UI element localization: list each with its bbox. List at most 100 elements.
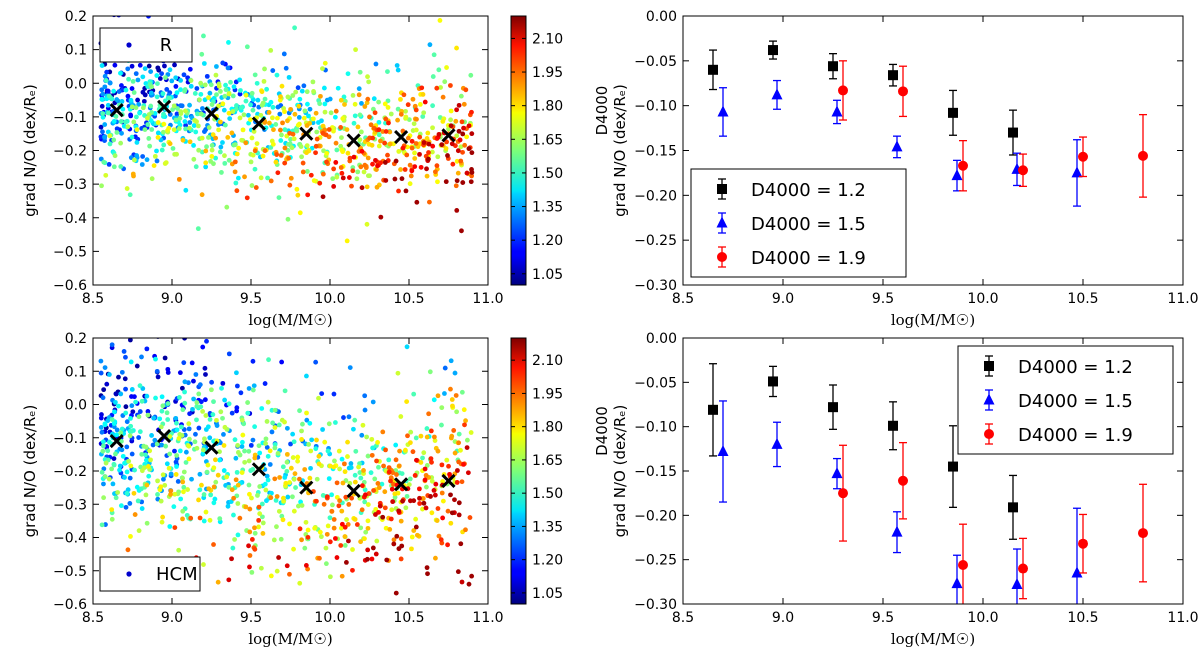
scatter-point <box>256 443 262 449</box>
scatter-point <box>292 25 298 31</box>
scatter-point <box>188 83 194 89</box>
scatter-point <box>259 514 265 520</box>
scatter-point <box>210 132 216 138</box>
scatter-point <box>317 101 323 107</box>
scatter-point <box>372 476 378 482</box>
scatter-point <box>111 164 117 170</box>
scatter-point <box>181 489 186 495</box>
scatter-point <box>419 85 425 91</box>
scatter-point <box>334 480 340 486</box>
scatter-point <box>103 460 109 466</box>
scatter-point <box>134 153 140 158</box>
scatter-point <box>234 469 240 475</box>
scatter-point <box>107 80 113 86</box>
scatter-point <box>413 107 419 113</box>
scatter-point <box>363 492 368 498</box>
scatter-point <box>395 117 400 123</box>
scatter-point <box>417 495 422 501</box>
scatter-point <box>198 91 204 97</box>
scatter-point <box>461 101 467 107</box>
scatter-point <box>257 511 263 517</box>
scatter-point <box>284 451 290 457</box>
scatter-point <box>154 94 160 100</box>
scatter-point <box>400 498 405 504</box>
scatter-point <box>286 141 291 147</box>
scatter-point <box>289 145 295 151</box>
scatter-point <box>326 476 332 482</box>
scatter-point <box>147 143 153 149</box>
scatter-point <box>106 110 111 116</box>
scatter-point <box>463 527 468 533</box>
colorbar: 1.051.201.351.501.651.801.952.10 <box>510 337 563 605</box>
legend-label: D4000 = 1.5 <box>751 214 866 235</box>
scatter-point <box>247 117 253 123</box>
scatter-point <box>287 130 293 136</box>
scatter-point <box>464 170 470 176</box>
scatter-point <box>352 472 358 478</box>
scatter-point <box>291 476 297 482</box>
scatter-point <box>219 385 224 391</box>
x-axis-label: log(M/M☉) <box>248 311 332 329</box>
scatter-point <box>417 501 423 506</box>
scatter-point <box>435 448 441 454</box>
scatter-point <box>455 468 460 473</box>
scatter-point <box>124 469 130 475</box>
data-point-square <box>984 361 994 371</box>
scatter-point <box>168 488 174 494</box>
scatter-point <box>423 472 429 478</box>
scatter-point <box>224 474 230 480</box>
scatter-point <box>320 123 326 129</box>
scatter-point <box>181 484 187 490</box>
scatter-point <box>149 84 155 90</box>
scatter-point <box>278 138 284 143</box>
scatter-point <box>186 443 192 449</box>
scatter-point <box>194 119 199 125</box>
scatter-point <box>128 97 134 103</box>
scatter-point <box>317 529 323 535</box>
scatter-point <box>257 450 263 456</box>
scatter-point <box>334 174 340 180</box>
scatter-point <box>242 459 248 465</box>
data-point-triangle <box>951 577 963 589</box>
colorbar-tick-label: 1.80 <box>532 99 563 115</box>
scatter-point <box>137 429 143 435</box>
scatter-point <box>460 149 465 155</box>
scatter-point <box>119 83 124 88</box>
scatter-point <box>373 157 378 163</box>
colorbar-tick-label: 2.10 <box>532 353 563 369</box>
scatter-point <box>148 457 153 463</box>
scatter-point <box>418 460 424 465</box>
x-tick-label: 8.5 <box>672 291 694 307</box>
scatter-point <box>120 453 126 459</box>
scatter-point <box>355 124 361 130</box>
data-point-circle <box>838 85 848 96</box>
scatter-point <box>299 428 304 434</box>
scatter-point <box>191 156 197 162</box>
scatter-point <box>439 142 445 148</box>
scatter-point <box>443 179 449 185</box>
scatter-point <box>293 485 298 490</box>
scatter-point <box>359 185 365 191</box>
scatter-point <box>376 464 381 470</box>
scatter-point <box>313 446 319 452</box>
scatter-point <box>277 127 283 133</box>
scatter-point <box>280 464 286 470</box>
colorbar: 1.051.201.351.501.651.801.952.10 <box>510 15 563 286</box>
scatter-point <box>187 411 193 417</box>
scatter-point <box>111 118 117 124</box>
scatter-point <box>262 381 268 386</box>
scatter-point <box>273 497 279 503</box>
scatter-point <box>285 216 291 222</box>
scatter-point <box>339 170 345 176</box>
scatter-point <box>286 155 292 161</box>
colorbar-tick-label: 1.50 <box>532 486 563 502</box>
scatter-point <box>427 42 433 48</box>
scatter-point <box>331 517 337 522</box>
x-tick-label: 9.5 <box>240 610 262 626</box>
scatter-point <box>455 170 461 176</box>
scatter-point <box>295 85 301 91</box>
scatter-point <box>410 449 416 455</box>
scatter-point <box>125 124 131 130</box>
median-marker <box>346 133 361 148</box>
